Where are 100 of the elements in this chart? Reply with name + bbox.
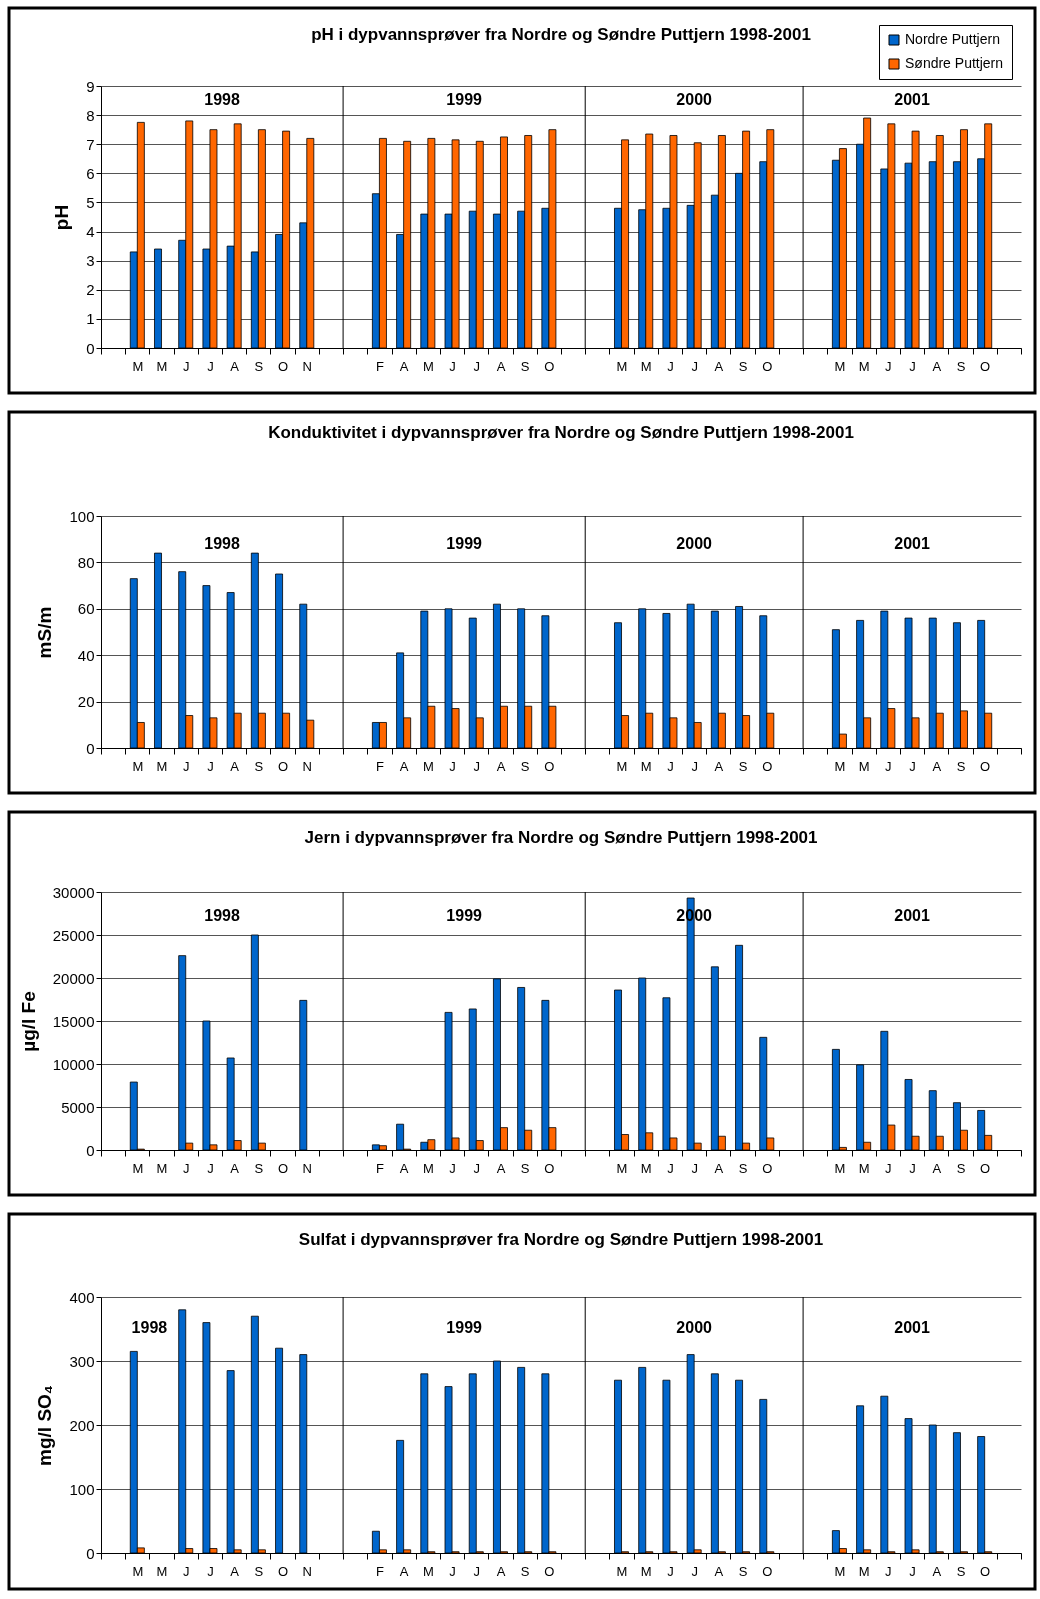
x-tick-label: O [278, 1563, 289, 1579]
y-tick-label: 8 [86, 106, 95, 124]
x-tick-label: S [956, 1160, 966, 1176]
y-axis-title: µg/l Fe [17, 991, 39, 1052]
annotation: 1998 [204, 907, 240, 924]
x-tick-label: M [858, 1563, 870, 1579]
y-tick-label: 9 [86, 77, 95, 95]
x-tick-label: S [254, 1563, 264, 1579]
x-tick-label: J [449, 758, 456, 774]
x-tick-label: O [762, 358, 773, 374]
y-axis-title: pH [51, 204, 73, 231]
x-tick-label: J [667, 1160, 674, 1176]
x-tick-label: N [302, 1563, 312, 1579]
chart-title: Sulfat i dypvannsprøver fra Nordre og Søndre Puttjern 1998-2001 [298, 1229, 824, 1249]
x-tick-label: J [207, 358, 214, 374]
x-tick-label: O [544, 758, 555, 774]
y-tick-label: 60 [77, 600, 95, 618]
x-tick-label: J [667, 1563, 674, 1579]
x-tick-label: A [932, 1160, 942, 1176]
annotation: 1999 [446, 907, 483, 924]
x-tick-label: M [858, 758, 870, 774]
x-tick-label: M [132, 358, 144, 374]
x-tick-label: M [156, 758, 168, 774]
x-tick-label: O [278, 1160, 289, 1176]
y-tick-label: 0 [86, 339, 95, 357]
x-tick-label: J [667, 358, 674, 374]
x-tick-label: J [885, 1160, 892, 1176]
annotation: 2000 [676, 91, 713, 108]
x-tick-label: M [616, 1563, 628, 1579]
annotation: 1999 [446, 535, 483, 552]
x-tick-label: S [520, 758, 530, 774]
x-tick-label: S [956, 358, 966, 374]
annotation: 2001 [894, 535, 930, 552]
x-tick-label: J [691, 358, 698, 374]
x-tick-label: S [738, 358, 748, 374]
annotation: 2001 [894, 91, 930, 108]
y-tick-label: 5 [86, 193, 95, 211]
x-tick-label: M [834, 1160, 846, 1176]
y-tick-label: 0 [86, 1141, 95, 1159]
x-tick-label: M [834, 358, 846, 374]
annotation: 1999 [446, 91, 483, 108]
x-tick-label: J [909, 758, 916, 774]
annotation: 1999 [446, 1319, 483, 1336]
y-axis-title: mg/l SO₄ [34, 1385, 56, 1466]
y-tick-label: 7 [86, 135, 95, 153]
x-tick-label: J [909, 1160, 916, 1176]
x-tick-label: S [520, 1160, 530, 1176]
y-tick-label: 100 [69, 507, 95, 525]
y-tick-label: 20 [77, 693, 95, 711]
y-tick-label: 40 [77, 646, 95, 664]
x-tick-label: O [544, 358, 555, 374]
x-tick-label: O [980, 358, 991, 374]
x-tick-label: N [302, 758, 312, 774]
x-tick-label: M [132, 1160, 144, 1176]
x-tick-label: M [156, 358, 168, 374]
annotation: 1998 [204, 91, 240, 108]
x-tick-label: J [182, 1563, 190, 1579]
x-tick-label: F [375, 758, 384, 774]
x-tick-label: J [207, 1160, 214, 1176]
x-tick-label: M [640, 1563, 652, 1579]
x-tick-label: J [885, 1563, 892, 1579]
x-tick-label: S [738, 758, 748, 774]
chart-title: Konduktivitet i dypvannsprøver fra Nordre og Søndre Puttjern 1998-2001 [268, 422, 854, 442]
x-tick-label: O [980, 758, 991, 774]
x-tick-label: O [980, 1160, 991, 1176]
annotation: 2000 [676, 535, 713, 552]
y-tick-label: 1 [86, 310, 95, 328]
x-tick-label: A [399, 358, 409, 374]
x-tick-label: M [640, 758, 652, 774]
x-tick-label: A [714, 1563, 724, 1579]
x-tick-label: M [132, 1563, 144, 1579]
x-tick-label: M [834, 758, 846, 774]
y-tick-label: 5000 [61, 1098, 95, 1116]
x-tick-label: A [399, 1160, 409, 1176]
x-tick-label: O [762, 1563, 773, 1579]
x-tick-label: J [182, 1160, 190, 1176]
annotation: 2001 [894, 1319, 930, 1336]
annotation: 1998 [204, 535, 240, 552]
x-tick-label: S [254, 358, 264, 374]
chart-title: Jern i dypvannsprøver fra Nordre og Søndre Puttjern 1998-2001 [304, 827, 818, 847]
x-tick-label: J [449, 1160, 456, 1176]
y-tick-label: 400 [69, 1288, 95, 1306]
x-tick-label: F [375, 1563, 384, 1579]
x-tick-label: M [858, 358, 870, 374]
x-tick-label: J [449, 358, 456, 374]
y-tick-label: 0 [86, 1544, 95, 1562]
x-tick-label: M [422, 358, 434, 374]
y-tick-label: 15000 [52, 1012, 95, 1030]
y-tick-label: 4 [86, 223, 95, 241]
y-tick-label: 0 [86, 739, 95, 757]
x-tick-label: A [714, 358, 724, 374]
y-tick-label: 3 [86, 252, 95, 270]
x-tick-label: J [182, 358, 190, 374]
x-tick-label: N [302, 1160, 312, 1176]
x-tick-label: O [980, 1563, 991, 1579]
x-tick-label: M [640, 1160, 652, 1176]
chart-title: pH i dypvannsprøver fra Nordre og Søndre Puttjern 1998-2001 [311, 24, 811, 44]
x-tick-label: J [691, 1160, 698, 1176]
annotation: 2000 [676, 1319, 713, 1336]
x-tick-label: M [156, 1160, 168, 1176]
